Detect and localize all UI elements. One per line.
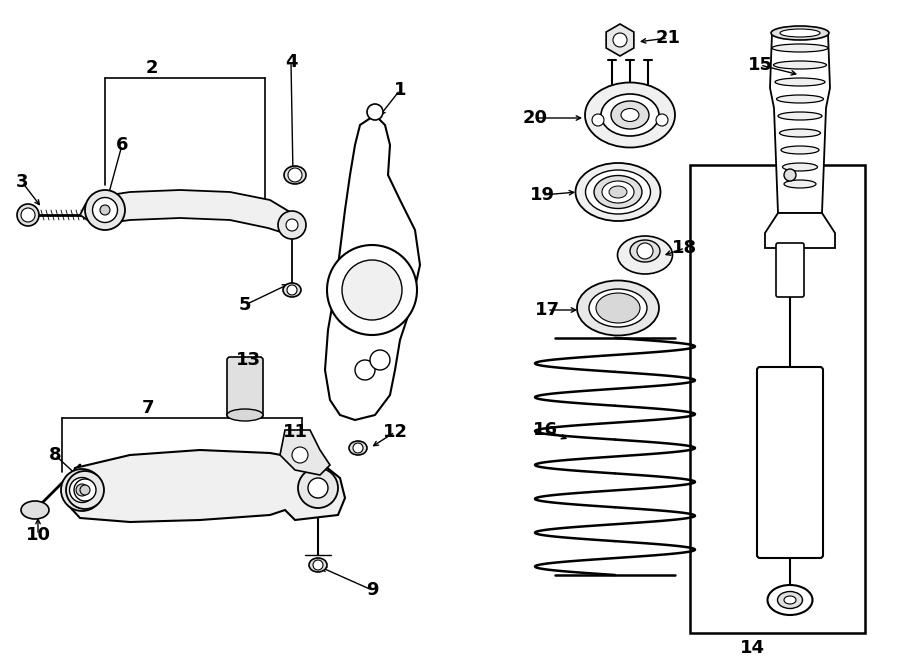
Text: 10: 10 (25, 526, 50, 544)
Ellipse shape (621, 108, 639, 122)
Text: 19: 19 (529, 186, 554, 204)
Polygon shape (280, 430, 330, 475)
Polygon shape (765, 213, 835, 248)
Text: 18: 18 (672, 239, 698, 257)
Ellipse shape (601, 94, 659, 136)
Ellipse shape (602, 181, 634, 203)
Text: 4: 4 (284, 53, 297, 71)
Circle shape (784, 169, 796, 181)
Text: 6: 6 (116, 136, 128, 154)
Circle shape (286, 219, 298, 231)
Polygon shape (325, 115, 420, 420)
Ellipse shape (284, 166, 306, 184)
Ellipse shape (772, 44, 828, 52)
Circle shape (592, 114, 604, 126)
Ellipse shape (575, 163, 661, 221)
Ellipse shape (771, 26, 829, 40)
Ellipse shape (781, 146, 819, 154)
Circle shape (613, 33, 627, 47)
Ellipse shape (780, 29, 820, 37)
Ellipse shape (349, 441, 367, 455)
Circle shape (370, 350, 390, 370)
Circle shape (353, 443, 363, 453)
Ellipse shape (596, 293, 640, 323)
Circle shape (313, 560, 323, 570)
Circle shape (21, 208, 35, 222)
Circle shape (637, 243, 653, 259)
Ellipse shape (76, 484, 88, 496)
Text: 11: 11 (283, 423, 308, 441)
Ellipse shape (778, 592, 803, 609)
Ellipse shape (768, 585, 813, 615)
Text: 1: 1 (394, 81, 406, 99)
Ellipse shape (17, 204, 39, 226)
Ellipse shape (594, 176, 642, 208)
Ellipse shape (85, 190, 125, 230)
Ellipse shape (80, 485, 90, 495)
Circle shape (288, 168, 302, 182)
Circle shape (367, 104, 383, 120)
Circle shape (327, 245, 417, 335)
Text: 2: 2 (146, 59, 158, 77)
Ellipse shape (630, 240, 660, 262)
Ellipse shape (589, 289, 647, 327)
Ellipse shape (782, 163, 817, 171)
Text: 20: 20 (523, 109, 547, 127)
Ellipse shape (21, 501, 49, 519)
Bar (690, 165, 865, 633)
Ellipse shape (617, 236, 672, 274)
Text: 8: 8 (49, 446, 61, 464)
Circle shape (278, 211, 306, 239)
Text: 5: 5 (238, 296, 251, 314)
Ellipse shape (784, 180, 816, 188)
Ellipse shape (609, 186, 627, 198)
Circle shape (308, 478, 328, 498)
Ellipse shape (773, 61, 826, 69)
Circle shape (342, 260, 402, 320)
Ellipse shape (227, 409, 263, 421)
Ellipse shape (611, 101, 649, 129)
Circle shape (656, 114, 668, 126)
Circle shape (292, 447, 308, 463)
Polygon shape (606, 24, 634, 56)
Circle shape (287, 285, 297, 295)
Text: 13: 13 (236, 351, 260, 369)
Ellipse shape (775, 78, 825, 86)
FancyBboxPatch shape (757, 367, 823, 558)
Polygon shape (80, 190, 300, 235)
FancyBboxPatch shape (776, 243, 804, 297)
Polygon shape (68, 450, 345, 522)
Text: 16: 16 (533, 421, 557, 439)
Text: 9: 9 (365, 581, 378, 599)
Circle shape (355, 360, 375, 380)
Ellipse shape (66, 471, 104, 509)
Ellipse shape (69, 477, 94, 502)
Text: 14: 14 (740, 639, 764, 657)
Text: 21: 21 (655, 29, 680, 47)
Polygon shape (770, 33, 830, 213)
Ellipse shape (61, 469, 103, 511)
Text: 17: 17 (535, 301, 560, 319)
Ellipse shape (283, 283, 301, 297)
Ellipse shape (309, 558, 327, 572)
Ellipse shape (779, 129, 821, 137)
Ellipse shape (585, 83, 675, 147)
Ellipse shape (74, 479, 96, 501)
Text: 12: 12 (382, 423, 408, 441)
Ellipse shape (586, 170, 651, 214)
Text: 7: 7 (142, 399, 154, 417)
Ellipse shape (100, 205, 110, 215)
Ellipse shape (778, 112, 822, 120)
Ellipse shape (577, 280, 659, 336)
Ellipse shape (777, 95, 824, 103)
Circle shape (298, 468, 338, 508)
FancyBboxPatch shape (227, 357, 263, 418)
Ellipse shape (784, 596, 796, 604)
Text: 3: 3 (16, 173, 28, 191)
Ellipse shape (93, 198, 118, 223)
Text: 15: 15 (748, 56, 772, 74)
